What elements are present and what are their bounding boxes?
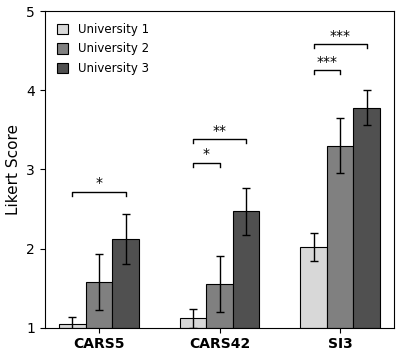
Legend: University 1, University 2, University 3: University 1, University 2, University 3 <box>51 17 155 81</box>
Bar <box>180 318 206 328</box>
Text: **: ** <box>212 124 226 138</box>
Bar <box>206 284 233 328</box>
Bar <box>233 211 259 328</box>
Bar <box>112 239 139 328</box>
Text: ***: *** <box>330 29 351 43</box>
Bar <box>354 108 380 328</box>
Y-axis label: Likert Score: Likert Score <box>6 124 20 215</box>
Text: *: * <box>96 176 102 190</box>
Bar <box>300 247 327 328</box>
Bar <box>327 146 354 328</box>
Bar <box>86 282 112 328</box>
Text: ***: *** <box>316 55 338 69</box>
Bar <box>59 324 86 328</box>
Text: *: * <box>203 147 210 161</box>
